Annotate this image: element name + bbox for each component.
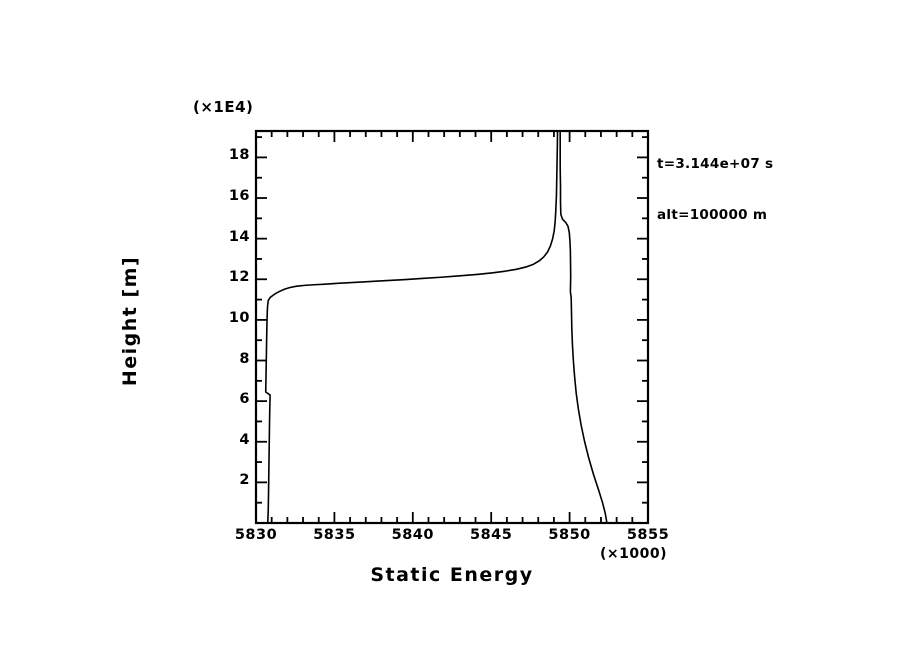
y-tick-label: 8	[239, 350, 250, 367]
y-tick-label: 18	[228, 147, 250, 164]
y-tick-label: 2	[239, 472, 250, 489]
y-tick-label: 6	[239, 391, 250, 408]
y-axis-multiplier-label: (×1E4)	[193, 98, 254, 116]
y-tick-label-group: 2 4 6 8 10 12 14 16 18	[206, 0, 250, 654]
y-tick-label: 12	[228, 269, 250, 286]
x-tick-label: 5855	[626, 527, 670, 543]
annotation-time: t=3.144e+07 s	[657, 156, 774, 172]
plot-frame	[254, 129, 650, 525]
y-tick-label: 10	[228, 309, 250, 326]
y-tick-label: 4	[239, 431, 250, 448]
tick-group	[255, 131, 649, 524]
data-line	[264, 131, 559, 523]
x-tick-label: 5835	[313, 527, 356, 543]
x-axis-title: Static Energy	[370, 564, 534, 586]
x-tick-label: 5845	[470, 527, 513, 543]
x-tick-label: 5840	[391, 527, 434, 543]
y-tick-label: 14	[228, 228, 250, 245]
x-axis-multiplier-label: (×1000)	[600, 546, 667, 562]
data-group	[264, 131, 608, 523]
y-tick-label: 16	[228, 188, 250, 205]
x-tick-label: 5830	[234, 527, 278, 543]
x-tick-label: 5850	[548, 527, 591, 543]
annotation-altitude: alt=100000 m	[657, 207, 768, 223]
data-line	[559, 131, 608, 523]
annotation-block: t=3.144e+07 s alt=100000 m	[657, 122, 773, 258]
